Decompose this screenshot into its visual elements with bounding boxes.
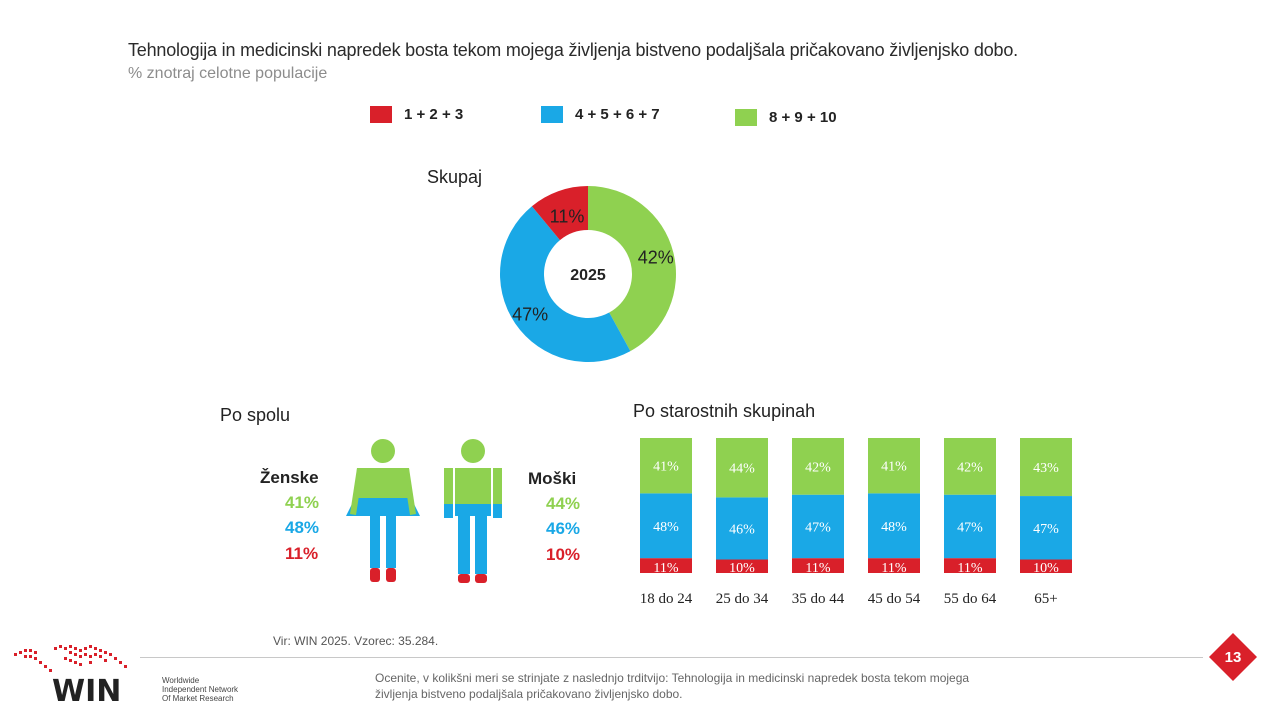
donut-center-label: 2025: [570, 267, 606, 284]
age-bar-label-4-2: 42%: [957, 460, 983, 475]
legend-label-mid: 4 + 5 + 6 + 7: [575, 105, 660, 123]
age-category-label-2: 35 do 44: [792, 591, 845, 607]
donut-slice-label-0: 42%: [638, 248, 674, 268]
age-bar-segment-1-2: [716, 438, 768, 498]
female-label: Ženske: [260, 468, 319, 487]
age-category-label-3: 45 do 54: [868, 591, 921, 607]
donut-slice-1: [500, 206, 631, 362]
female-value-high: 41%: [285, 493, 320, 512]
age-bar-segment-5-1: [1020, 496, 1072, 560]
age-bar-segment-1-0: [716, 559, 768, 573]
age-bar-label-1-2: 44%: [729, 462, 755, 477]
legend-label-high: 8 + 9 + 10: [769, 108, 837, 126]
age-bar-segment-1-1: [716, 497, 768, 560]
age-bar-label-2-2: 42%: [805, 460, 831, 475]
male-value-mid: 46%: [546, 519, 581, 538]
age-bar-segment-4-2: [944, 438, 996, 495]
donut-title: Skupaj: [427, 167, 483, 187]
female-figure-icon: [346, 439, 420, 582]
question-text: Ocenite, v kolikšni meri se strinjate z …: [375, 671, 970, 701]
age-bar-segment-0-0: [640, 558, 692, 573]
age-bar-label-3-2: 41%: [881, 460, 907, 475]
legend-item-mid: 4 + 5 + 6 + 7: [541, 104, 660, 124]
age-bar-segment-2-0: [792, 558, 844, 573]
age-bar-segment-3-0: [868, 558, 920, 573]
legend-swatch-mid: [541, 105, 563, 123]
footer-divider: [140, 657, 1203, 658]
age-bar-label-3-1: 48%: [881, 520, 907, 535]
chart-title: Tehnologija in medicinski napredek bosta…: [128, 40, 1018, 60]
age-category-label-5: 65+: [1034, 591, 1057, 607]
age-bar-label-0-2: 41%: [653, 460, 679, 475]
donut-chart: 42% 47% 11% 2025: [500, 186, 676, 362]
age-bar-label-1-0: 10%: [729, 561, 755, 576]
legend-label-low: 1 + 2 + 3: [404, 105, 464, 123]
donut-slice-label-1: 47%: [512, 304, 548, 324]
win-logo: WIN Worldwide Independent Network Of Mar…: [14, 645, 239, 705]
logo-caption-2: Independent Network: [162, 685, 239, 694]
age-stacked-bar-chart: 11% 48% 41% 18 do 24 10% 46% 44% 25 do 34 11% 47%…: [640, 438, 1072, 607]
source-note: Vir: WIN 2025. Vzorec: 35.284.: [273, 634, 439, 648]
logo-wordmark: WIN: [52, 674, 121, 705]
age-bar-label-0-1: 48%: [653, 520, 679, 535]
age-bar-label-5-2: 43%: [1033, 461, 1059, 476]
legend-swatch-low: [370, 105, 392, 123]
male-figure-icon: [444, 439, 502, 583]
age-bar-label-2-0: 11%: [805, 561, 830, 576]
age-bar-segment-4-1: [944, 494, 996, 559]
age-bar-segment-3-1: [868, 493, 920, 559]
age-bar-segment-3-2: [868, 438, 920, 494]
age-bar-segment-5-0: [1020, 559, 1072, 573]
donut-slice-0: [588, 186, 676, 352]
female-value-low: 11%: [285, 544, 319, 563]
age-bar-segment-4-0: [944, 558, 996, 573]
legend-item-low: 1 + 2 + 3: [370, 104, 463, 124]
donut-slice-2: [531, 186, 588, 241]
age-category-label-0: 18 do 24: [640, 591, 693, 607]
age-category-label-4: 55 do 64: [944, 591, 997, 607]
logo-caption-3: Of Market Research: [162, 694, 234, 703]
world-map-dots-icon: [14, 645, 127, 672]
age-bar-label-3-0: 11%: [881, 561, 906, 576]
age-bar-segment-2-2: [792, 438, 844, 495]
page-number-badge: 13: [1209, 633, 1257, 681]
chart-subtitle: % znotraj celotne populacije: [128, 65, 328, 82]
male-value-low: 10%: [546, 545, 581, 564]
age-bar-label-5-0: 10%: [1033, 561, 1059, 576]
gender-section-title: Po spolu: [220, 405, 291, 425]
male-value-high: 44%: [546, 494, 581, 513]
age-bar-label-2-1: 47%: [805, 520, 831, 535]
age-bar-label-0-0: 11%: [653, 561, 678, 576]
legend-swatch-high: [735, 108, 757, 126]
age-bar-label-4-0: 11%: [957, 561, 982, 576]
legend-item-high: 8 + 9 + 10: [735, 107, 837, 127]
age-bar-segment-0-1: [640, 493, 692, 559]
male-label: Moški: [528, 469, 577, 488]
age-bar-label-4-1: 47%: [957, 520, 983, 535]
age-bar-label-1-1: 46%: [729, 522, 755, 537]
age-bar-label-5-1: 47%: [1033, 522, 1059, 537]
female-value-mid: 48%: [285, 518, 320, 537]
age-bar-segment-0-2: [640, 438, 692, 494]
age-bar-segment-2-1: [792, 494, 844, 559]
age-section-title: Po starostnih skupinah: [633, 401, 816, 421]
donut-slice-label-2: 11%: [550, 207, 585, 227]
page-number: 13: [1225, 649, 1242, 666]
age-bar-segment-5-2: [1020, 438, 1072, 497]
logo-caption-1: Worldwide: [162, 676, 200, 685]
age-category-label-1: 25 do 34: [716, 591, 769, 607]
